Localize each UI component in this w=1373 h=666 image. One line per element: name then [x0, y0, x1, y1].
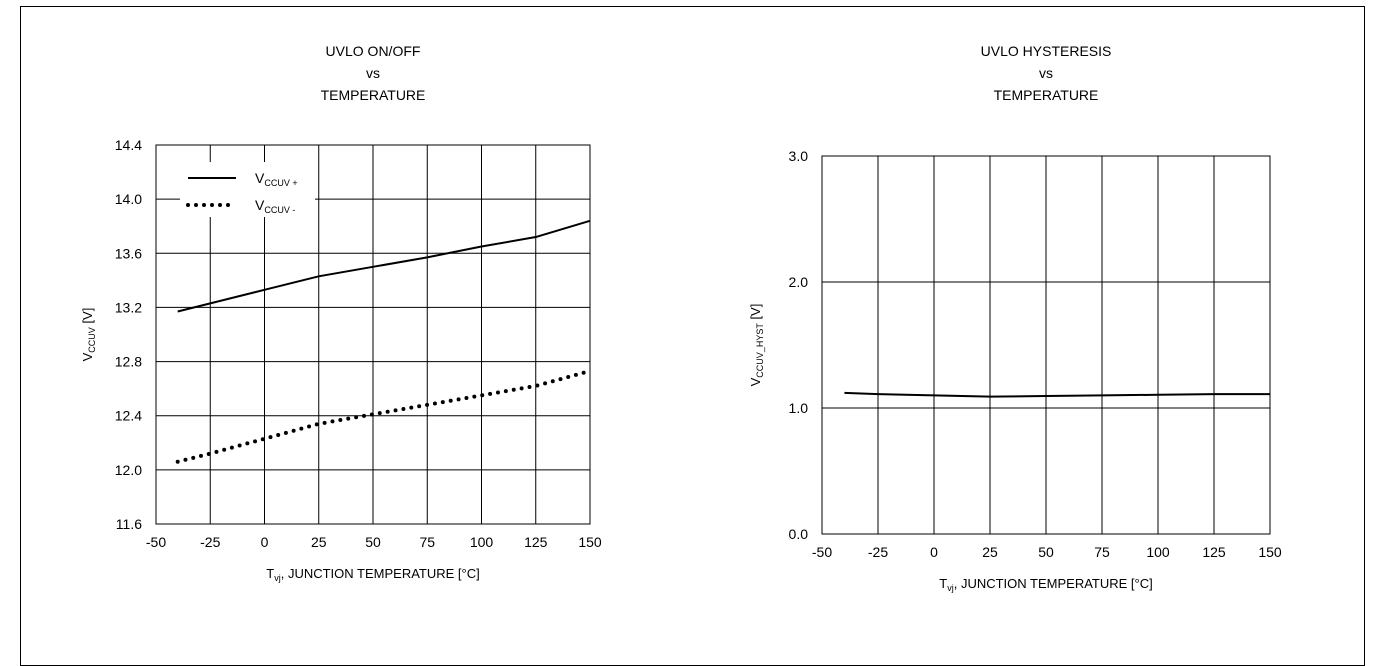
x-tick-label: 50: [365, 534, 381, 550]
x-tick-label: -25: [200, 534, 220, 550]
x-tick-label: 75: [1094, 544, 1110, 560]
y-tick-label: 13.6: [115, 245, 142, 261]
y-tick-label: 14.4: [115, 137, 142, 153]
chart-title-line: UVLO HYSTERESIS: [981, 43, 1112, 59]
y-tick-label: 1.0: [789, 400, 809, 416]
x-axis-label: Tvj, JUNCTION TEMPERATURE [°C]: [939, 576, 1152, 593]
y-tick-label: 0.0: [789, 526, 809, 542]
x-tick-label: 100: [470, 534, 494, 550]
x-tick-label: 50: [1038, 544, 1054, 560]
x-tick-label: -50: [812, 544, 832, 560]
chart-title-line: vs: [1039, 65, 1053, 81]
y-tick-label: 11.6: [116, 516, 142, 532]
x-tick-label: 25: [982, 544, 998, 560]
chart-title-line: UVLO ON/OFF: [326, 43, 421, 59]
legend-box: [180, 162, 315, 217]
y-tick-label: 2.0: [789, 274, 809, 290]
series-line-1: [177, 219, 591, 313]
x-tick-label: 25: [311, 534, 327, 550]
x-axis-label: Tvj, JUNCTION TEMPERATURE [°C]: [266, 566, 479, 583]
y-axis-label: VCCUV_HYST [V]: [748, 304, 765, 387]
x-tick-label: 75: [419, 534, 435, 550]
legend-label: VCCUV -: [255, 197, 295, 215]
plot-area: [821, 155, 1271, 535]
x-tick-label: 0: [261, 534, 269, 550]
y-tick-label: 13.2: [115, 299, 142, 315]
chart-title-line: vs: [366, 65, 380, 81]
x-tick-label: 125: [1202, 544, 1226, 560]
series-line-1: [844, 391, 1270, 398]
chart-2: UVLO HYSTERESIS vs TEMPERATURE -50 -25 0 25 50 7…: [748, 43, 1282, 593]
x-tick-label: 125: [524, 534, 548, 550]
legend-label: VCCUV +: [255, 170, 298, 188]
y-axis-label: VCCUV [V]: [80, 308, 97, 362]
y-tick-label: 12.8: [115, 354, 142, 370]
x-tick-label: 0: [930, 544, 938, 560]
x-tick-label: 100: [1146, 544, 1170, 560]
plot-area: [155, 144, 591, 525]
x-tick-label: -50: [146, 534, 166, 550]
y-tick-label: 12.4: [115, 408, 142, 424]
x-tick-label: 150: [1258, 544, 1282, 560]
y-tick-label: 12.0: [115, 462, 142, 478]
chart-title-line: TEMPERATURE: [321, 87, 426, 103]
series-line-2: [175, 369, 592, 464]
x-tick-label: 150: [578, 534, 602, 550]
x-tick-label: -25: [868, 544, 888, 560]
y-tick-label: 14.0: [115, 191, 142, 207]
chart-title-line: TEMPERATURE: [994, 87, 1099, 103]
y-tick-label: 3.0: [789, 148, 809, 164]
chart-1: UVLO ON/OFF vs TEMPERATURE -50 -25 0 25 50 75 100…: [80, 43, 602, 583]
